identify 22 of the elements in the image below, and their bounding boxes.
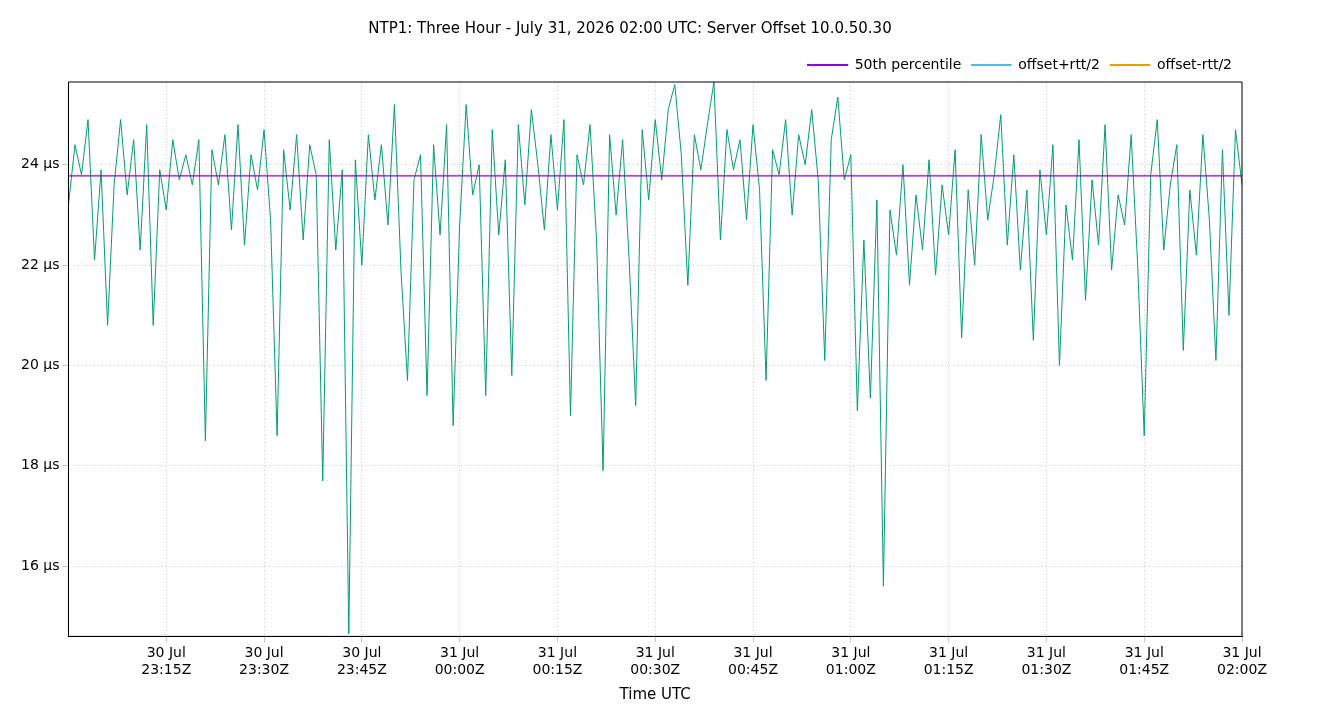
y-tick-label: 18 µs [21,456,60,473]
legend-label: offset-rtt/2 [1156,55,1233,72]
x-tick-label: 31 Jul 01:45Z [1119,644,1170,678]
x-tick-label: 31 Jul 00:00Z [434,644,485,678]
x-tick-label: 31 Jul 00:15Z [532,644,583,678]
chart-title: NTP1: Three Hour - July 31, 2026 02:00 UTC: Server Offset 10.0.50.30 [368,18,892,37]
y-tick-label: 24 µs [21,155,60,172]
x-tick-label: 31 Jul 00:45Z [728,644,778,678]
x-tick-label: 31 Jul 01:30Z [1021,644,1072,678]
y-tick-label: 22 µs [21,255,60,272]
x-axis-title: Time UTC [618,684,691,703]
x-tick-label: 31 Jul 02:00Z [1217,644,1267,678]
x-tick-label: 30 Jul 23:30Z [239,644,290,678]
x-tick-label: 30 Jul 23:45Z [336,644,387,678]
y-tick-label: 20 µs [21,356,60,373]
legend-label: offset+rtt/2 [1018,55,1100,72]
x-tick-label: 31 Jul 01:00Z [825,644,876,678]
legend-label: 50th percentile [854,55,962,72]
x-tick-label: 31 Jul 01:15Z [923,644,974,678]
y-tick-label: 16 µs [21,556,60,573]
x-tick-label: 31 Jul 00:30Z [630,644,681,678]
x-tick-label: 30 Jul 23:15Z [141,644,192,678]
